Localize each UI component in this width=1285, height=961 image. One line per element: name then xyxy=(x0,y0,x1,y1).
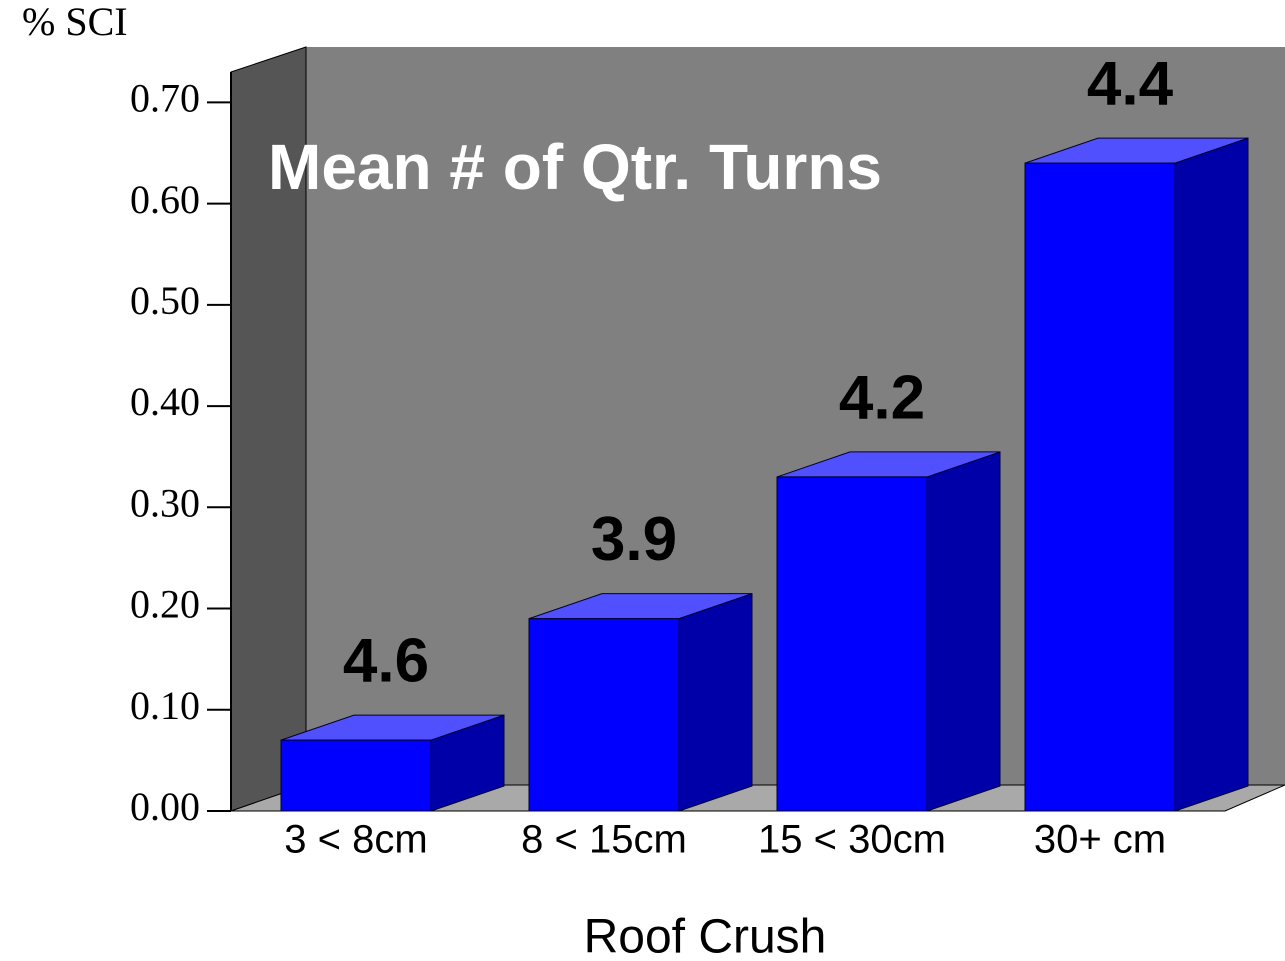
y-axis-label: % SCI xyxy=(22,0,128,44)
bar-front xyxy=(280,739,432,812)
bar-side xyxy=(678,592,753,812)
turns-label: 4.2 xyxy=(839,363,925,432)
bar xyxy=(1024,137,1249,812)
bar-side xyxy=(1174,137,1249,812)
y-tick-label: 0.70 xyxy=(130,76,200,121)
bar-front xyxy=(528,618,680,812)
annotation: Mean # of Qtr. Turns xyxy=(268,131,882,203)
turns-label: 4.4 xyxy=(1087,49,1174,118)
y-tick-label: 0.40 xyxy=(130,379,200,424)
y-tick-label: 0.60 xyxy=(130,177,200,222)
x-tick-label: 15 < 30cm xyxy=(758,818,946,862)
bar xyxy=(776,451,1001,812)
turns-label: 4.6 xyxy=(343,627,429,696)
y-tick-label: 0.30 xyxy=(130,480,200,525)
y-tick-label: 0.00 xyxy=(130,784,200,829)
y-tick-label: 0.10 xyxy=(130,683,200,728)
bar-front xyxy=(1024,162,1176,812)
bar xyxy=(528,592,753,812)
x-axis-label: Roof Crush xyxy=(584,911,827,961)
x-tick-label: 8 < 15cm xyxy=(521,818,687,862)
bar xyxy=(280,714,505,812)
bar-side xyxy=(926,451,1001,812)
y-tick-label: 0.50 xyxy=(130,278,200,323)
x-tick-label: 30+ cm xyxy=(1034,818,1166,862)
x-tick-label: 3 < 8cm xyxy=(284,818,427,862)
turns-label: 3.9 xyxy=(591,505,677,574)
y-tick-label: 0.20 xyxy=(130,582,200,627)
bar-front xyxy=(776,476,928,812)
